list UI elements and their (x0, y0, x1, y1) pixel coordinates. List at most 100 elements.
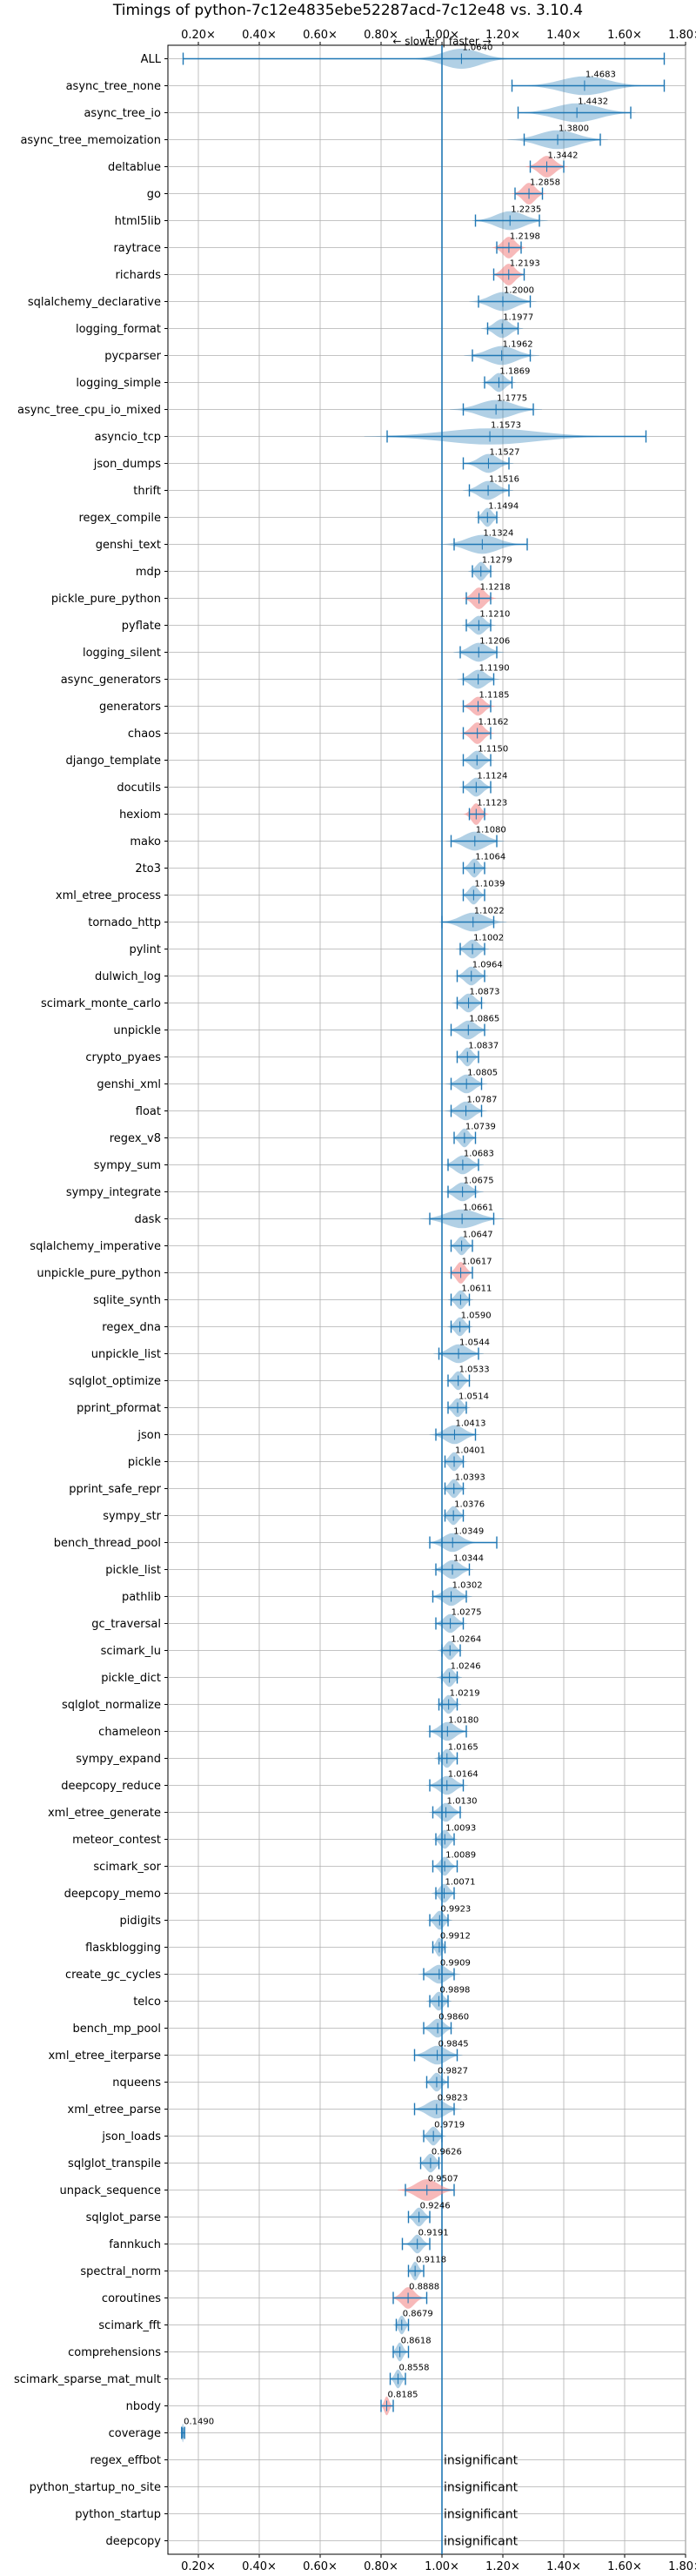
value-label: 0.9860 (438, 2013, 469, 2023)
category-label: unpickle_list (91, 1348, 161, 1361)
value-label: 0.8185 (387, 2391, 418, 2400)
category-label: deepcopy (105, 2535, 161, 2548)
category-label: spectral_norm (80, 2265, 161, 2278)
value-label: 1.1206 (479, 637, 510, 647)
category-label: sqlglot_normalize (62, 1699, 161, 1712)
x-tick-label-bottom: 0.60× (303, 2560, 338, 2573)
x-tick-label-top: 0.80× (364, 29, 398, 42)
x-tick-label-bottom: 1.20× (485, 2560, 520, 2573)
category-label: async_tree_memoization (20, 134, 161, 147)
category-label: sympy_sum (94, 1159, 161, 1172)
value-label: 0.1490 (184, 2418, 214, 2427)
category-label: django_template (66, 755, 161, 768)
x-tick-label-bottom: 1.80× (668, 2560, 696, 2573)
x-tick-label-top: 0.20× (181, 29, 216, 42)
value-label: 1.1977 (503, 313, 533, 323)
x-tick-label-bottom: 1.00× (425, 2560, 459, 2573)
category-label: sqlglot_optimize (69, 1375, 161, 1388)
value-label: 1.2193 (510, 259, 540, 269)
value-label: 1.1775 (497, 394, 527, 404)
value-label: 1.1527 (489, 448, 519, 458)
category-label: chaos (128, 728, 161, 741)
value-label: 1.0393 (455, 1473, 485, 1483)
x-tick-label-top: 0.60× (303, 29, 338, 42)
insignificant-label: insignificant (444, 2481, 519, 2495)
category-label: async_tree_cpu_io_mixed (17, 404, 161, 417)
category-label: deepcopy_memo (64, 1888, 161, 1901)
insignificant-label: insignificant (444, 2454, 519, 2468)
value-label: 0.9923 (440, 1905, 471, 1915)
category-label: xml_etree_parse (68, 2103, 161, 2116)
value-label: 1.1962 (503, 340, 533, 350)
category-label: docutils (117, 782, 161, 795)
category-label: pickle (128, 1456, 161, 1469)
value-label: 1.1279 (482, 556, 512, 566)
value-label: 0.9626 (432, 2148, 462, 2157)
value-label: 1.1064 (475, 853, 505, 862)
category-label: generators (99, 701, 161, 714)
category-label: pathlib (122, 1591, 161, 1604)
category-label: genshi_text (96, 539, 161, 552)
category-label: telco (133, 1996, 161, 2009)
value-label: 1.0071 (445, 1878, 475, 1888)
category-label: mako (130, 835, 161, 849)
category-label: html5lib (115, 215, 161, 228)
category-label: unpickle (113, 1024, 161, 1037)
category-label: scimark_fft (98, 2319, 161, 2332)
category-label: sqlalchemy_imperative (30, 1240, 161, 1253)
value-label: 0.8558 (399, 2364, 430, 2373)
value-label: 1.0787 (467, 1096, 498, 1105)
value-label: 1.1150 (478, 745, 508, 755)
category-label: fannkuch (109, 2238, 161, 2251)
category-label: json_loads (101, 2130, 161, 2143)
value-label: 1.0739 (465, 1123, 496, 1132)
category-label: meteor_contest (72, 1834, 161, 1847)
value-label: 1.1123 (477, 799, 507, 808)
category-label: regex_effbot (90, 2454, 161, 2467)
category-label: pprint_pformat (77, 1402, 161, 1415)
value-label: 1.0533 (459, 1365, 490, 1375)
category-label: nqueens (112, 2076, 161, 2090)
x-tick-label-bottom: 0.40× (242, 2560, 277, 2573)
value-label: 1.0349 (453, 1527, 484, 1537)
x-tick-label-bottom: 1.60× (607, 2560, 642, 2573)
direction-label: ← slower | faster → (392, 36, 491, 48)
value-label: 1.1080 (476, 826, 506, 835)
category-label: scimark_monte_carlo (41, 997, 161, 1010)
category-label: sympy_str (103, 1510, 161, 1523)
value-label: 1.1573 (491, 421, 521, 431)
category-label: pprint_safe_repr (69, 1483, 161, 1496)
value-label: 1.0164 (448, 1770, 478, 1780)
value-label: 1.0805 (467, 1069, 498, 1078)
category-label: regex_dna (102, 1321, 161, 1334)
x-tick-label-bottom: 0.80× (364, 2560, 398, 2573)
value-label: 1.2000 (504, 286, 534, 296)
category-label: deltablue (108, 161, 161, 174)
value-label: 1.1002 (473, 934, 504, 943)
category-label: coroutines (102, 2292, 161, 2305)
category-label: xml_etree_iterparse (48, 2049, 161, 2063)
category-label: pyflate (122, 620, 161, 633)
insignificant-label: insignificant (444, 2535, 519, 2549)
value-label: 1.0344 (453, 1554, 484, 1564)
category-label: sqlalchemy_declarative (28, 296, 161, 309)
category-label: go (147, 188, 161, 201)
value-label: 1.0302 (452, 1581, 483, 1591)
x-tick-label-bottom: 0.20× (181, 2560, 216, 2573)
value-label: 1.1494 (488, 502, 519, 512)
category-label: crypto_pyaes (85, 1051, 161, 1064)
value-label: 1.1162 (478, 718, 509, 728)
value-label: 1.1516 (489, 475, 519, 485)
value-label: 1.0590 (461, 1311, 492, 1321)
category-label: logging_format (76, 323, 161, 336)
category-label: regex_v8 (110, 1132, 161, 1145)
value-label: 1.0219 (450, 1689, 480, 1699)
value-label: 0.9823 (438, 2094, 468, 2103)
value-label: 1.0246 (451, 1662, 481, 1672)
x-tick-label-top: 0.40× (242, 29, 277, 42)
value-label: 1.3442 (547, 151, 578, 161)
value-label: 0.9845 (438, 2040, 469, 2049)
category-label: richards (116, 269, 162, 282)
value-label: 1.1022 (474, 907, 505, 916)
